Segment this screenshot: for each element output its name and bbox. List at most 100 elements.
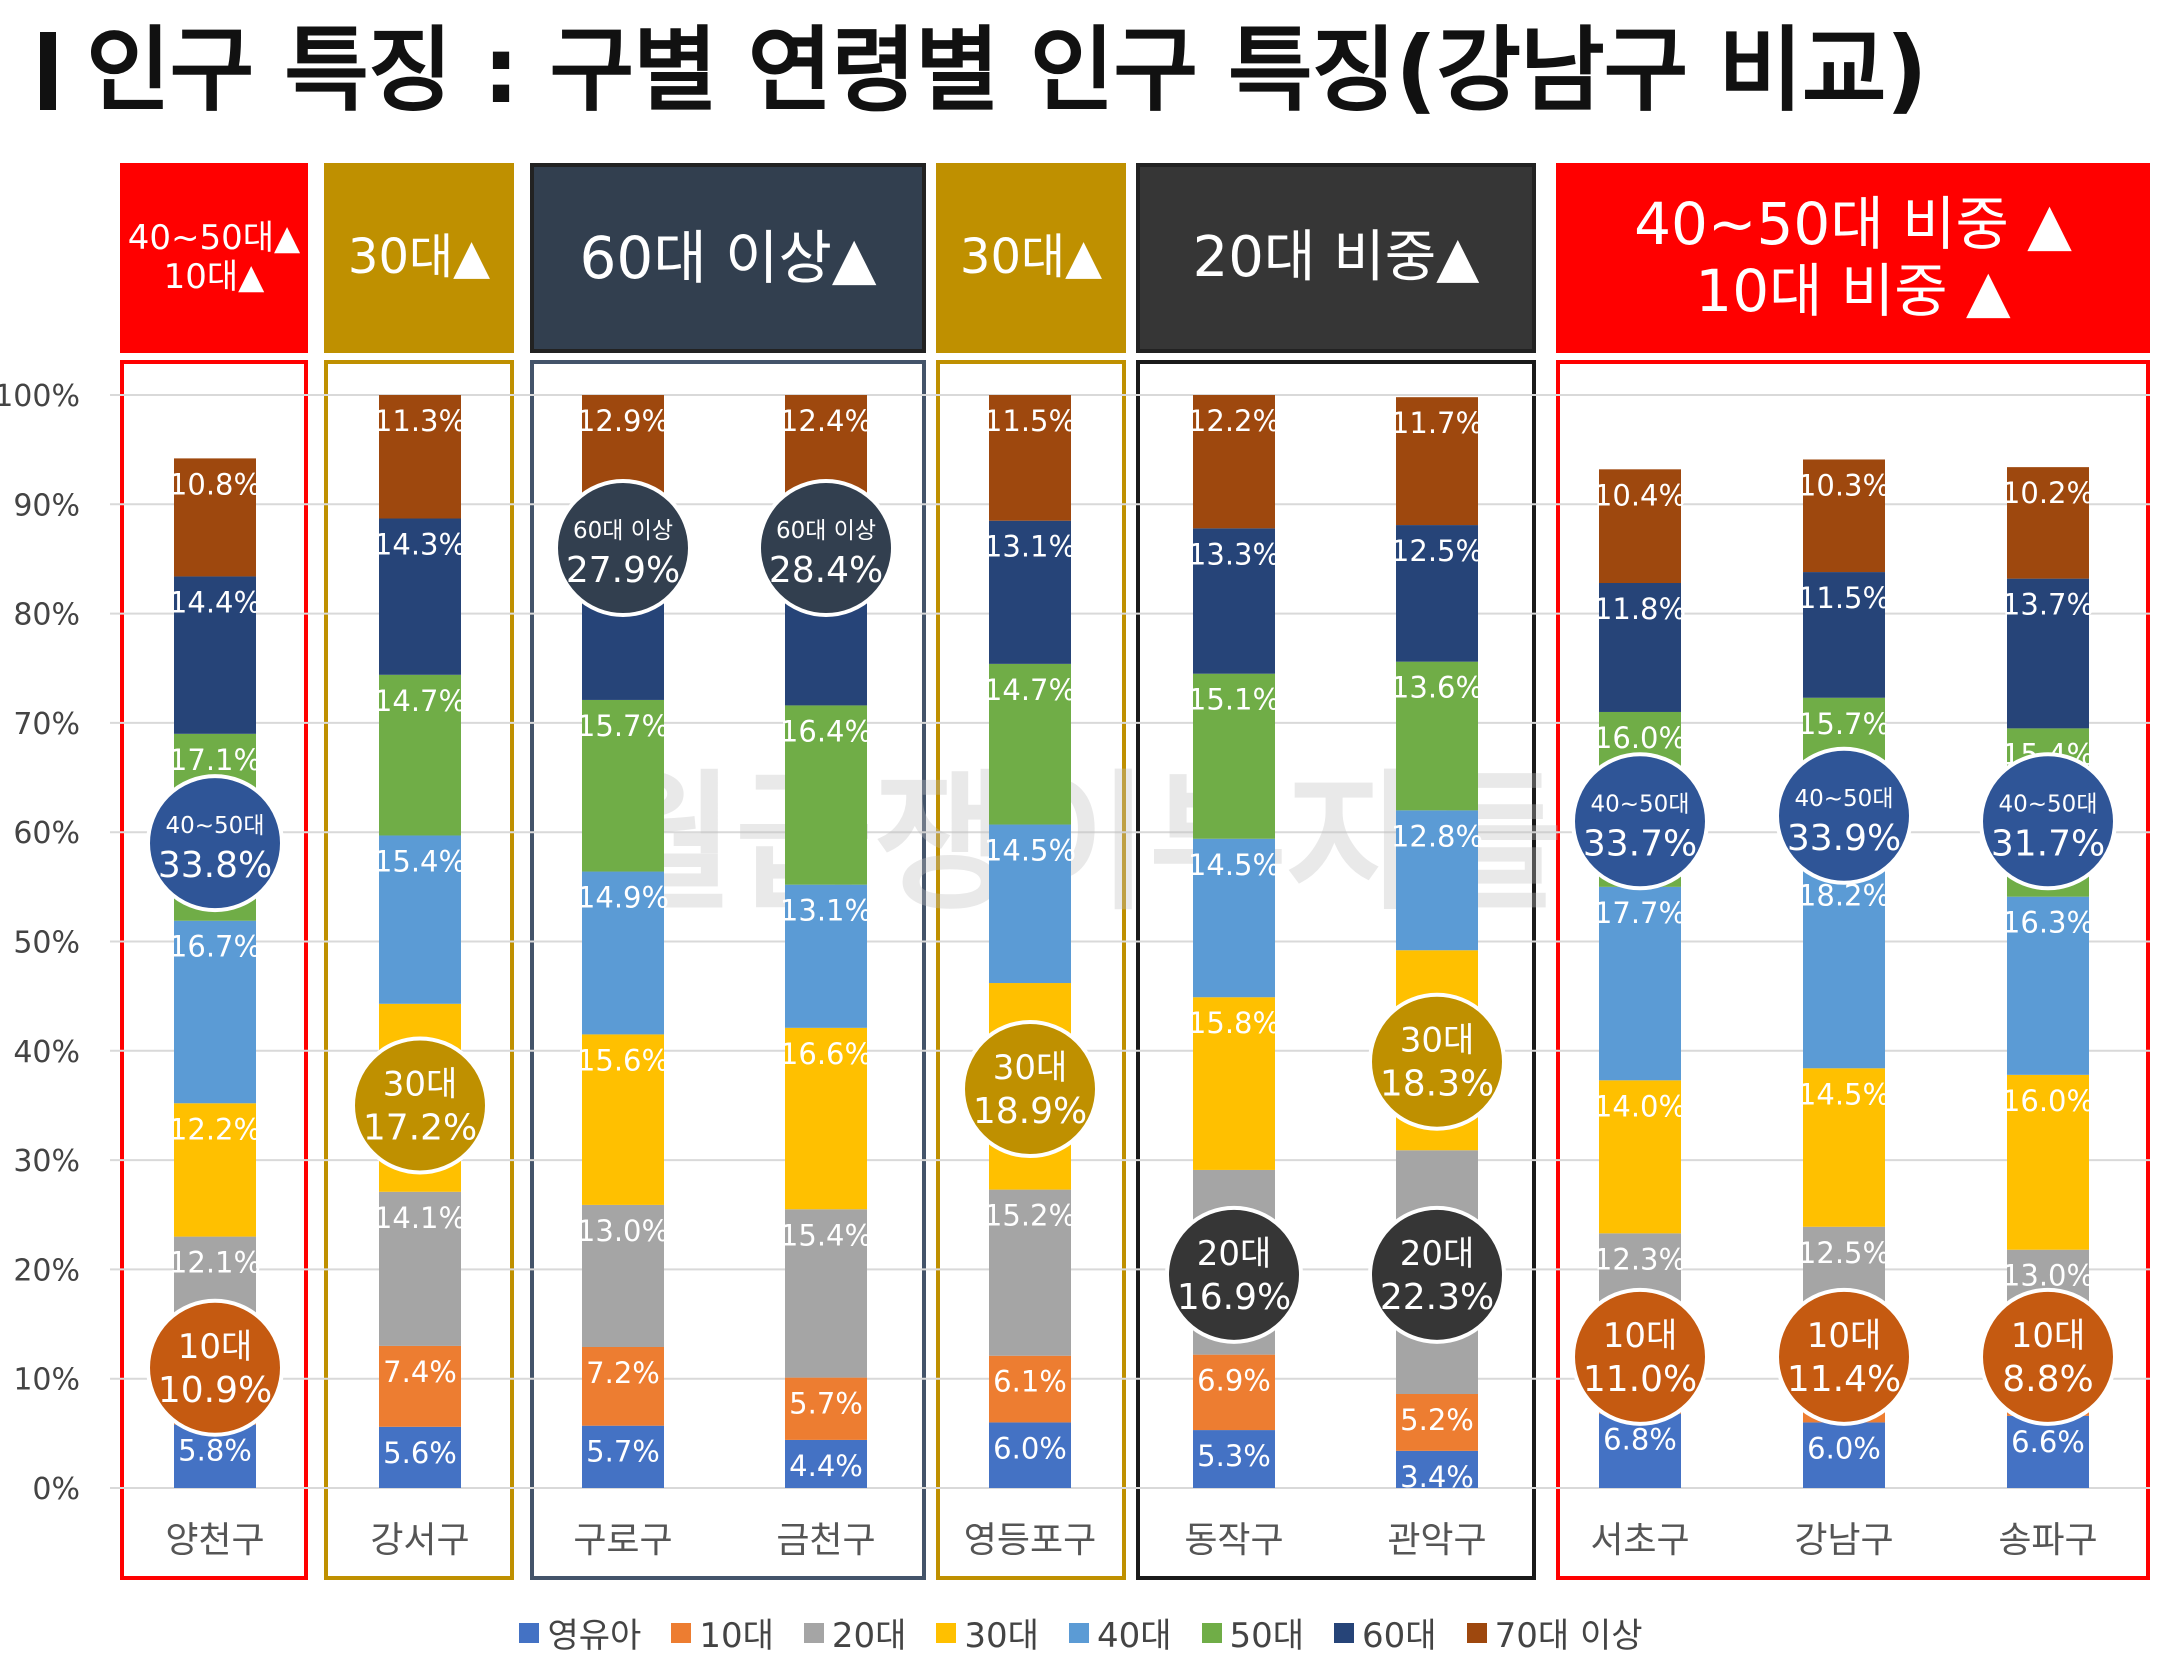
callout-value: 33.8% <box>158 845 272 886</box>
data-label: 17.7% <box>1594 896 1686 930</box>
y-tick-label: 40% <box>13 1035 80 1070</box>
bar-segment <box>1599 886 1681 1081</box>
data-label: 16.7% <box>169 930 261 964</box>
bar-segment <box>1599 1413 1681 1488</box>
bar-segment <box>785 1027 867 1210</box>
x-category-label: 서초구 <box>1590 1520 1689 1561</box>
callout-value: 16.9% <box>1177 1277 1291 1318</box>
y-tick-label: 0% <box>32 1472 80 1507</box>
y-tick-label: 90% <box>13 488 80 523</box>
bar-segment <box>1396 661 1478 811</box>
data-label: 5.2% <box>1400 1403 1474 1437</box>
data-label: 16.4% <box>780 714 872 748</box>
data-label: 15.1% <box>1188 683 1280 717</box>
data-label: 16.0% <box>2002 1084 2094 1118</box>
group-frame <box>936 360 1126 1580</box>
callout-label: 20대 <box>1197 1234 1272 1274</box>
data-label: 12.2% <box>169 1112 261 1146</box>
callout-circle <box>961 1020 1099 1159</box>
data-label: 15.8% <box>1188 1006 1280 1040</box>
data-label: 12.8% <box>1391 819 1483 853</box>
callout-circle <box>1775 746 1913 885</box>
callout-value: 31.7% <box>1991 823 2105 864</box>
data-label: 12.4% <box>780 404 872 438</box>
legend-swatch <box>1201 1622 1222 1643</box>
callout-label: 40~50대 <box>1591 791 1690 817</box>
x-category-label: 구로구 <box>573 1520 672 1561</box>
bar-segment <box>1396 397 1478 526</box>
callout-value: 27.9% <box>566 550 680 591</box>
callout-label: 30대 <box>383 1064 458 1104</box>
bar-segment <box>379 674 461 836</box>
y-tick-label: 20% <box>13 1253 80 1288</box>
callout-value: 18.9% <box>973 1091 1087 1132</box>
bar-segment <box>785 1377 867 1440</box>
callout-circle <box>757 479 895 618</box>
bar-segment <box>989 1355 1071 1423</box>
callout-value: 33.7% <box>1583 823 1697 864</box>
data-label: 14.4% <box>169 585 261 619</box>
bar-segment <box>582 699 664 872</box>
callout-value: 11.0% <box>1583 1359 1697 1400</box>
bar-segment <box>1193 1430 1275 1488</box>
group-frame <box>120 360 308 1580</box>
bar-segment <box>989 824 1071 984</box>
legend-label: 20대 <box>831 1616 907 1656</box>
data-label: 14.5% <box>984 834 1076 868</box>
data-label: 17.1% <box>169 743 261 777</box>
bar-segment <box>2007 896 2089 1075</box>
data-label: 5.6% <box>383 1436 457 1470</box>
callout-label: 10대 <box>2011 1316 2086 1356</box>
data-label: 12.5% <box>1798 1236 1890 1270</box>
group-header: 30대▲ <box>936 163 1126 353</box>
data-label: 14.9% <box>577 881 669 915</box>
callout-label: 10대 <box>1603 1316 1678 1356</box>
bar-segment <box>174 920 256 1104</box>
data-label: 5.7% <box>789 1387 863 1421</box>
callout-circle <box>1165 1205 1303 1344</box>
data-label: 13.0% <box>2002 1259 2094 1293</box>
callout-value: 18.3% <box>1380 1064 1494 1105</box>
callout-label: 60대 이상 <box>776 518 876 544</box>
group-header: 60대 이상▲ <box>530 163 926 353</box>
y-tick-label: 60% <box>13 816 80 851</box>
data-label: 13.6% <box>1391 671 1483 705</box>
x-category-label: 강남구 <box>1794 1520 1893 1561</box>
bar-segment <box>174 576 256 734</box>
group-frame <box>530 360 926 1580</box>
data-label: 11.7% <box>1391 406 1483 440</box>
x-category-label: 관악구 <box>1387 1520 1486 1561</box>
legend-label: 10대 <box>699 1616 774 1656</box>
callout-circle <box>554 479 692 618</box>
data-label: 6.9% <box>1197 1364 1271 1398</box>
y-tick-label: 30% <box>13 1144 80 1179</box>
x-category-label: 양천구 <box>165 1520 264 1561</box>
group-frame <box>324 360 514 1580</box>
legend: 영유아 10대 20대 30대 40대 50대 60대 70대 이상 <box>0 1608 2162 1657</box>
legend-item: 10대 <box>671 1608 774 1657</box>
data-label: 14.3% <box>374 528 466 562</box>
bar-segment <box>989 520 1071 664</box>
bar-segment <box>1803 459 1885 573</box>
data-label: 14.7% <box>374 684 466 718</box>
legend-label: 30대 <box>964 1616 1039 1656</box>
x-category-label: 금천구 <box>776 1520 875 1561</box>
bar-segment <box>1803 869 1885 1069</box>
legend-label: 50대 <box>1229 1616 1305 1656</box>
data-label: 12.3% <box>1594 1242 1686 1276</box>
legend-item: 40대 <box>1068 1608 1172 1657</box>
bar-segment <box>379 1345 461 1427</box>
group-header: 20대 비중▲ <box>1136 163 1536 353</box>
bar-segment <box>1396 810 1478 951</box>
callout-value: 22.3% <box>1380 1277 1494 1318</box>
legend-swatch <box>1466 1622 1487 1643</box>
legend-label: 영유아 <box>547 1616 642 1656</box>
callout-value: 10.9% <box>158 1370 272 1411</box>
callout-value: 28.4% <box>769 550 883 591</box>
bar-segment <box>379 835 461 1004</box>
bar-segment <box>989 1422 1071 1488</box>
bar-segment <box>1396 1394 1478 1451</box>
bar-segment <box>582 871 664 1035</box>
data-label: 11.8% <box>1594 592 1686 626</box>
